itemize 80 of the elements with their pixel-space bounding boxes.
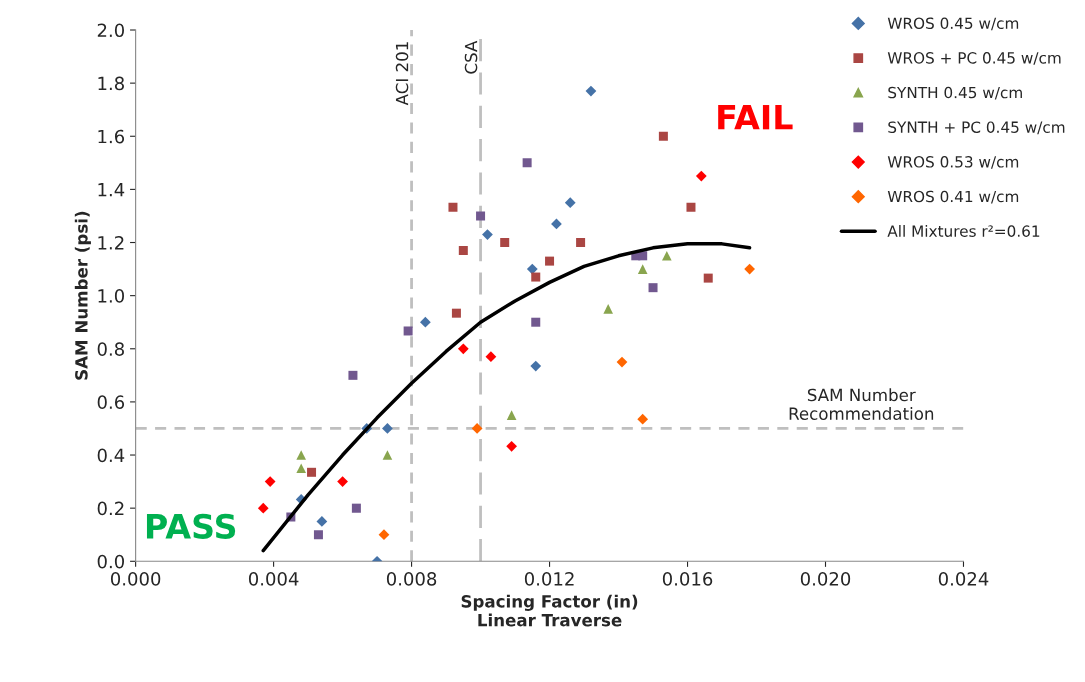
annotation: FAIL — [718, 105, 793, 130]
point — [662, 250, 672, 261]
point — [348, 370, 358, 380]
point — [637, 413, 649, 425]
x-tick-label: 0.008 — [386, 572, 437, 586]
y-tick-label: 0.0 — [97, 554, 125, 569]
point — [485, 351, 497, 363]
point — [744, 263, 755, 275]
point — [316, 516, 328, 527]
legend-label: WROS 0.45 w/cm — [887, 17, 1019, 31]
point — [296, 450, 307, 460]
point — [313, 530, 323, 540]
line-series — [261, 242, 752, 553]
x-tick-label: 0.000 — [110, 572, 161, 586]
point — [482, 229, 493, 240]
y-tick-label: 0.4 — [97, 448, 125, 463]
point — [448, 202, 458, 212]
x-tick-label: 0.016 — [662, 572, 713, 586]
point — [585, 85, 597, 97]
point — [545, 256, 555, 266]
legend-label: SYNTH 0.45 w/cm — [888, 86, 1022, 100]
point — [526, 263, 538, 275]
point — [500, 238, 510, 248]
point — [403, 326, 413, 336]
x-tick-label: 0.004 — [248, 572, 299, 586]
x-axis-title: Spacing Factor (in) Linear Traverse — [461, 594, 638, 627]
ref-line-label: ACI 201 — [395, 42, 409, 106]
point — [457, 343, 469, 355]
legend-label: WROS + PC 0.45 w/cm — [887, 52, 1061, 65]
point — [531, 317, 541, 327]
legend-label: WROS 0.53 w/cm — [887, 156, 1019, 169]
point — [378, 529, 390, 541]
point — [530, 360, 542, 372]
annotation: PASS — [146, 513, 236, 539]
y-tick-label: 1.6 — [98, 129, 125, 144]
y-tick-label: 0.2 — [97, 501, 124, 516]
point — [351, 503, 361, 513]
ref-line-label: CSA — [464, 40, 478, 74]
point — [458, 245, 468, 255]
point — [257, 502, 269, 514]
point — [337, 476, 348, 487]
y-tick-label: 0.8 — [97, 342, 124, 356]
ref-line-label: SAM Number Recommendation — [789, 388, 934, 420]
y-tick-label: 1.4 — [98, 183, 125, 197]
point — [419, 316, 431, 328]
point — [551, 218, 562, 230]
point — [382, 450, 393, 460]
y-tick-label: 1.2 — [98, 235, 124, 250]
point — [471, 423, 483, 434]
y-tick-label: 2.0 — [97, 23, 125, 38]
point — [451, 308, 461, 318]
point — [703, 273, 713, 283]
point — [531, 272, 541, 282]
point — [307, 467, 317, 477]
y-axis-title: SAM Number (psi) — [74, 211, 91, 380]
point — [603, 304, 613, 314]
y-tick-label: 0.6 — [97, 395, 125, 410]
point — [522, 158, 532, 168]
point — [506, 440, 517, 452]
point — [648, 283, 658, 293]
legend-label: All Mixtures r²=0.61 — [887, 225, 1040, 237]
point — [695, 170, 707, 182]
point — [686, 202, 696, 212]
x-tick-label: 0.012 — [524, 572, 574, 586]
point — [637, 264, 648, 274]
point — [658, 131, 668, 141]
x-tick-label: 0.024 — [938, 572, 989, 586]
legend-label: WROS 0.41 w/cm — [887, 190, 1019, 204]
legend-label: SYNTH + PC 0.45 w/cm — [888, 121, 1065, 135]
point — [476, 211, 486, 221]
point — [564, 197, 576, 209]
y-tick-label: 1.0 — [98, 289, 125, 303]
point — [576, 238, 586, 248]
y-tick-label: 1.8 — [98, 76, 124, 91]
point — [264, 476, 276, 487]
point — [382, 423, 393, 434]
point — [506, 410, 517, 420]
point — [616, 356, 628, 368]
x-tick-label: 0.020 — [800, 572, 851, 586]
point — [296, 463, 307, 474]
